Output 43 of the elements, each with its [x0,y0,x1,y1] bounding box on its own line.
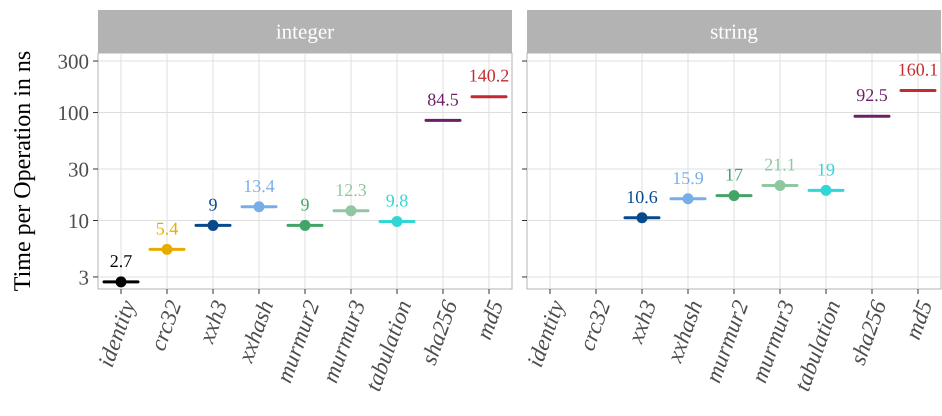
annotation: 84.5 [427,89,459,110]
x-tick-label: xxhash [232,296,278,366]
x-tick-label: md5 [900,296,938,343]
x-tick-label: xxhash [662,296,708,366]
annotation: 19 [817,159,835,180]
annotation: 9 [300,194,310,214]
annotation: 140.2 [468,66,510,86]
y-tick-label: 100 [58,100,89,125]
point [346,205,356,216]
annotation: 13.4 [243,176,275,196]
point [392,216,402,227]
x-tick-label: identity [522,296,570,370]
y-tick-label: 3 [78,265,89,290]
x-tick-label: sha256 [416,296,462,368]
x-tick-label: identity [93,296,141,370]
x-tick-label: md5 [471,296,508,343]
point [208,220,218,231]
chart-title: string [710,20,758,44]
annotation: 9.8 [386,190,408,210]
point [300,220,310,231]
x-tick-label: crc32 [574,296,616,354]
point [162,244,172,255]
chart-title: integer [276,20,334,44]
annotation: 92.5 [856,85,888,106]
annotation: 5.4 [156,218,178,238]
x-tick-label: xxh3 [622,296,662,348]
annotation: 17 [725,164,743,185]
y-tick-label: 10 [68,208,89,233]
annotation: 10.6 [626,186,658,207]
x-tick-label: crc32 [145,296,186,354]
x-tick-label: sha256 [845,296,892,368]
point [116,276,126,288]
x-tick-label: xxh3 [194,296,232,348]
annotation: 2.7 [110,250,132,271]
annotation: 9 [208,194,218,214]
annotation: 160.1 [898,59,938,80]
annotation: 15.9 [672,168,704,188]
point [254,201,264,212]
y-tick-label: 30 [68,157,89,182]
annotation: 12.3 [335,180,367,200]
y-axis-title: Time per Operation in ns [10,50,36,292]
y-tick-label: 300 [58,49,89,74]
annotation: 21.1 [764,154,796,174]
